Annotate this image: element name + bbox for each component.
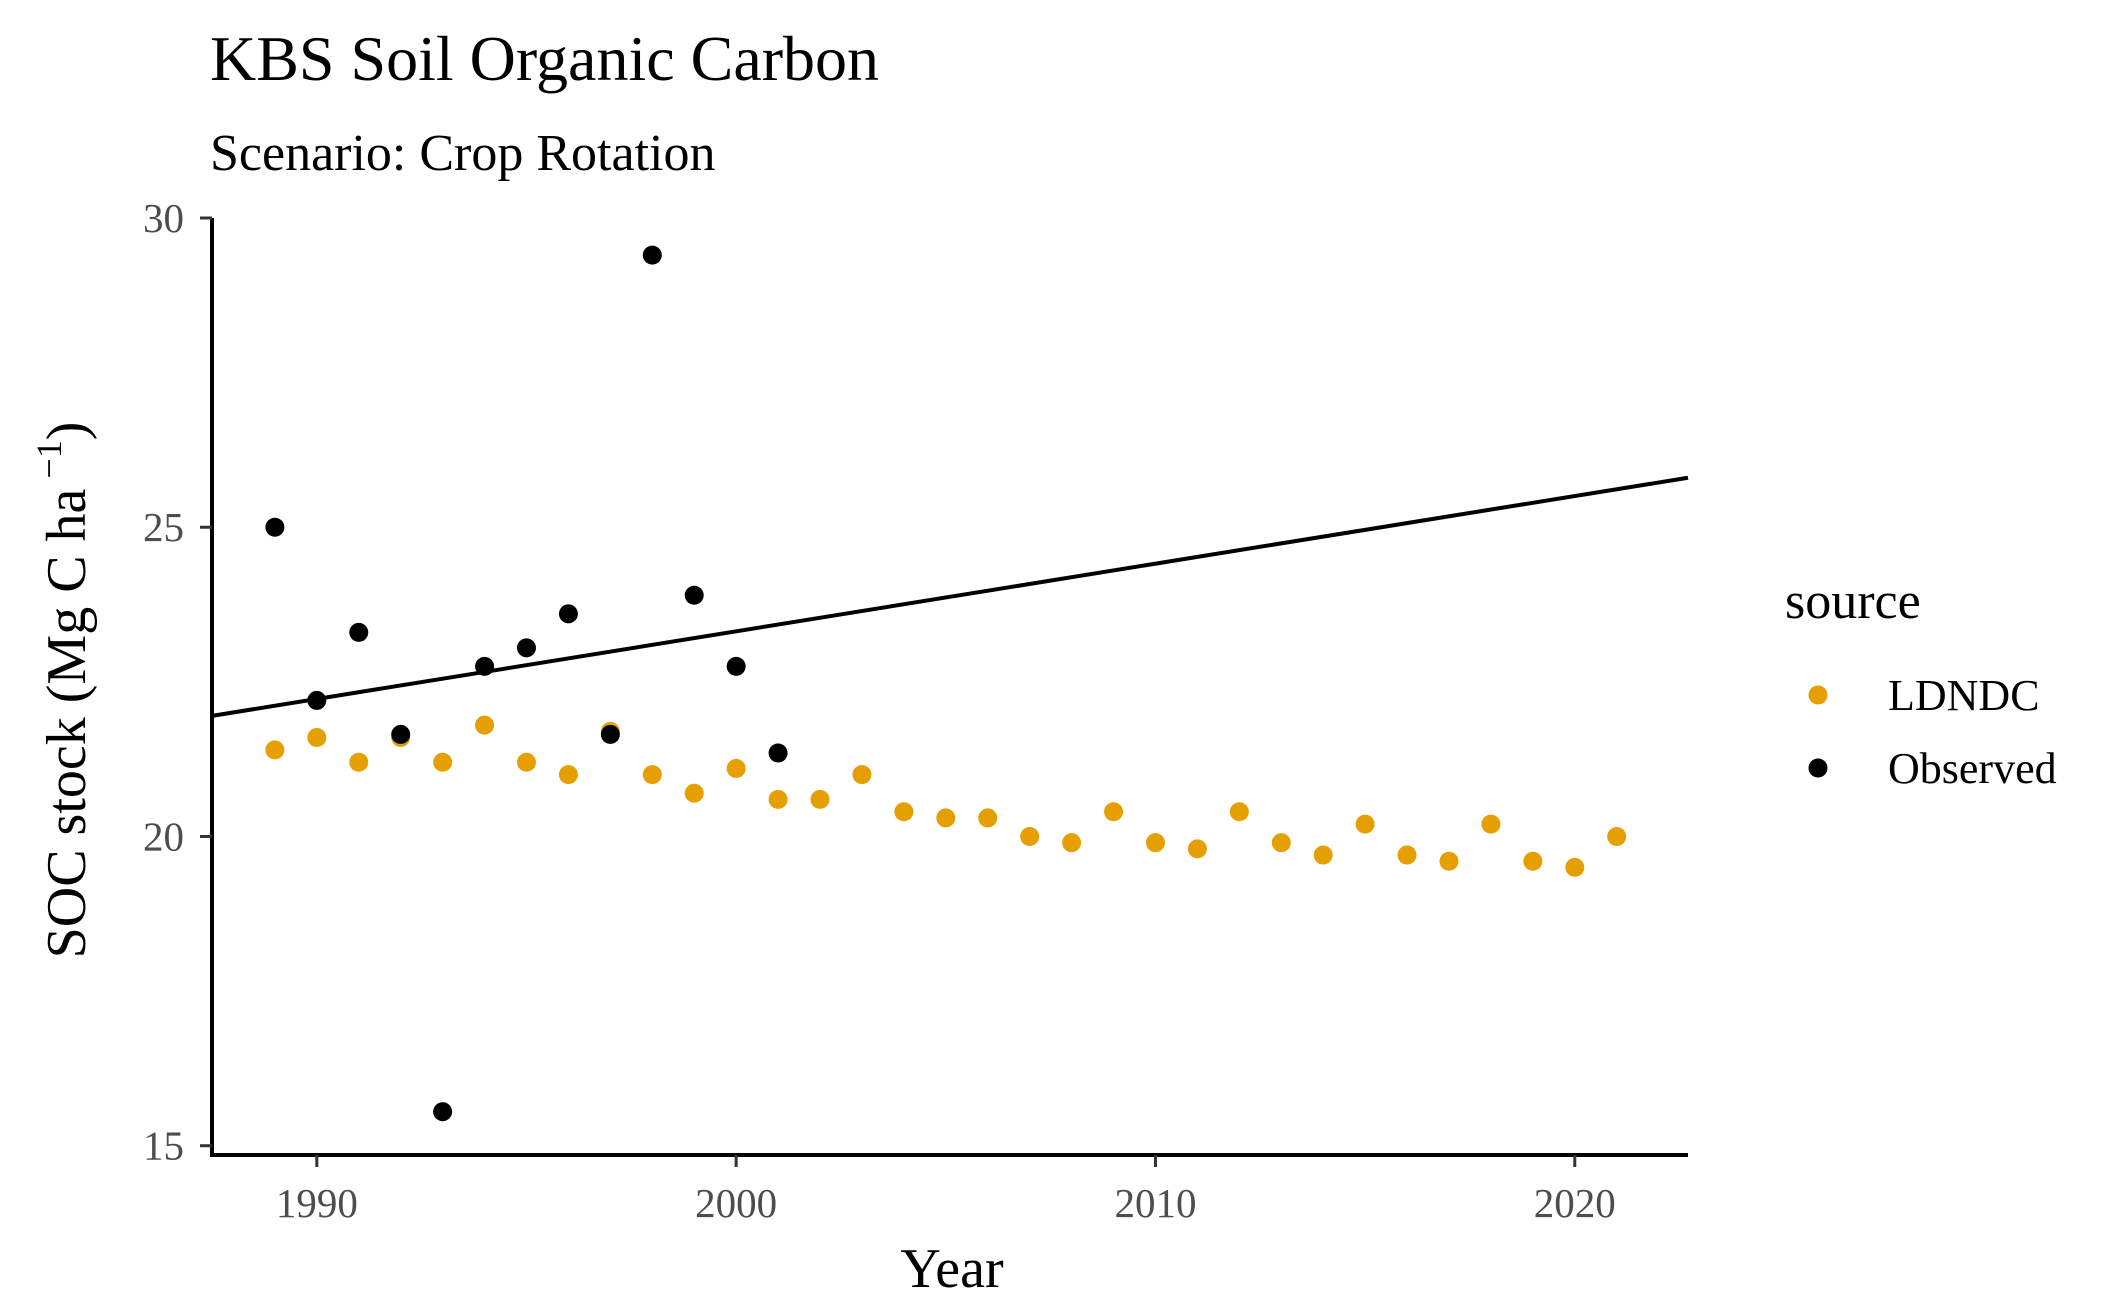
y-axis-title: SOC stock (Mg C ha −1) (29, 422, 98, 959)
observed-point (391, 724, 411, 744)
ldndc-point (1271, 833, 1291, 853)
ldndc-point (516, 752, 536, 772)
observed-point (768, 743, 788, 763)
ldndc-point (1397, 845, 1417, 865)
ldndc-point (1565, 857, 1585, 877)
ldndc-point (684, 783, 704, 803)
y-axis-title-main: SOC stock (Mg C ha (36, 488, 98, 958)
legend-key-observed (1808, 758, 1828, 778)
x-tick-label: 2020 (1534, 1180, 1616, 1226)
ldndc-point (726, 758, 746, 778)
x-axis-ticks: 1990 2000 2010 2020 (276, 1155, 1616, 1226)
x-tick-label: 1990 (276, 1180, 358, 1226)
ldndc-point (768, 789, 788, 809)
ldndc-point (852, 765, 872, 785)
ldndc-point (265, 740, 285, 760)
ldndc-point (475, 715, 495, 735)
ldndc-point (642, 765, 662, 785)
observed-point (307, 690, 327, 710)
y-tick-label: 15 (143, 1123, 184, 1169)
plot-area: 15 20 25 30 1990 2000 2010 2020 (143, 195, 1689, 1226)
ldndc-point (810, 789, 830, 809)
legend-label-ldndc: LDNDC (1888, 671, 2040, 720)
ldndc-point (1229, 802, 1249, 822)
ldndc-point (894, 802, 914, 822)
data-points-layer (265, 245, 1627, 1122)
trend-line (211, 475, 1689, 718)
x-tick-label: 2000 (695, 1180, 777, 1226)
ldndc-point (1523, 851, 1543, 871)
ldndc-point (1104, 802, 1124, 822)
observed-point (726, 656, 746, 676)
ldndc-point (1607, 826, 1627, 846)
chart-subtitle: Scenario: Crop Rotation (210, 125, 715, 182)
ldndc-point (1145, 833, 1165, 853)
trend-line-layer (211, 475, 1689, 718)
x-axis-title: Year (900, 1238, 1004, 1300)
observed-point (600, 724, 620, 744)
ldndc-point (1187, 839, 1207, 859)
legend-label-observed: Observed (1888, 744, 2057, 793)
observed-point (642, 245, 662, 265)
y-tick-label: 30 (143, 195, 184, 241)
ldndc-point (558, 765, 578, 785)
ldndc-point (1481, 814, 1501, 834)
ldndc-point (349, 752, 369, 772)
observed-point (684, 585, 704, 605)
legend-title: source (1785, 573, 1921, 630)
observed-point (265, 517, 285, 537)
y-tick-label: 20 (143, 813, 184, 859)
ldndc-point (1062, 833, 1082, 853)
ldndc-point (1439, 851, 1459, 871)
chart-title: KBS Soil Organic Carbon (210, 23, 879, 94)
legend-key-ldndc (1808, 685, 1828, 705)
x-tick-label: 2010 (1114, 1180, 1196, 1226)
ldndc-point (433, 752, 453, 772)
ldndc-point (307, 728, 327, 748)
observed-point (516, 638, 536, 658)
y-axis-title-superscript: −1 (29, 440, 69, 478)
ldndc-point (936, 808, 956, 828)
observed-point (433, 1102, 453, 1122)
ldndc-point (1313, 845, 1333, 865)
ldndc-point (978, 808, 998, 828)
observed-point (349, 622, 369, 642)
legend-items: LDNDC Observed (1808, 671, 2057, 793)
ldndc-point (1020, 826, 1040, 846)
legend: source LDNDC Observed (1785, 573, 2057, 793)
y-axis-title-close: ) (36, 422, 98, 441)
y-axis-ticks: 15 20 25 30 (143, 195, 212, 1169)
observed-point (558, 604, 578, 624)
observed-point (475, 656, 495, 676)
ldndc-point (1355, 814, 1375, 834)
y-tick-label: 25 (143, 504, 184, 550)
